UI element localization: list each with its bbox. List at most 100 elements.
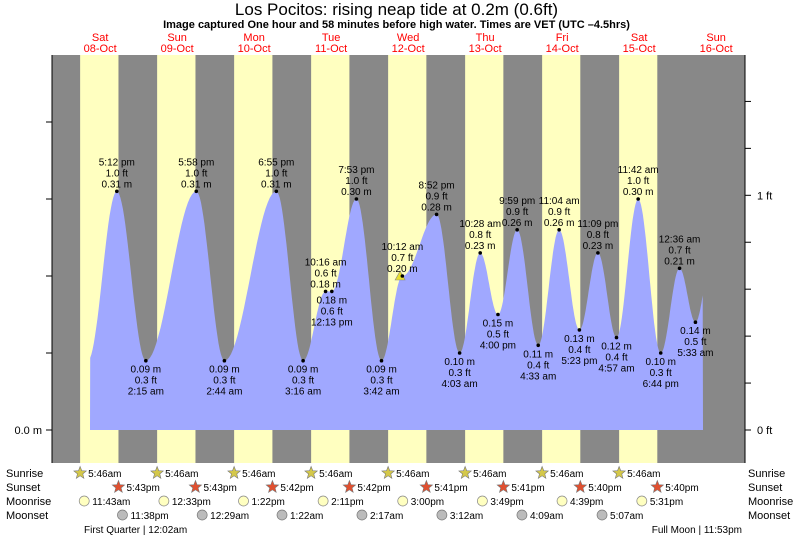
sunrise-icon [458,465,473,479]
tide-labels: 5:12 pm1.0 ft0.31 m0.09 m0.3 ft2:15 am5:… [99,157,714,397]
tide-point [577,328,582,332]
tide-height-ft: 0.5 ft [487,330,509,341]
page-subtitle: Image captured One hour and 58 minutes b… [163,19,630,31]
sunset-time: 5:43pm [203,483,236,494]
day-date: 08-Oct [84,43,117,55]
tide-time: 4:03 am [442,379,478,390]
tide-time: 10:16 am [305,257,347,268]
tide-point [434,212,439,217]
tide-height-ft: 0.8 ft [587,230,609,241]
tide-height-ft: 0.3 ft [370,376,392,387]
tide-height-ft: 0.3 ft [292,376,314,387]
tide-time: 5:33 am [677,348,713,359]
tide-point [536,343,541,348]
tide-time: 5:58 pm [178,157,214,168]
tide-height-m: 0.30 m [341,187,372,198]
moonset-icon [516,509,528,521]
moonset-time: 1:22am [290,511,323,522]
sunset-icon [573,479,588,493]
tide-time: 11:42 am [618,165,659,176]
tide-height-m: 0.13 m [564,334,595,345]
day-date: 13-Oct [469,43,502,55]
tide-height-m: 0.09 m [288,365,319,376]
tide-height-m: 0.23 m [583,241,614,252]
tide-height-m: 0.18 m [317,295,348,306]
tide-height-m: 0.20 m [387,264,418,275]
tide-point [478,251,483,255]
sunrise-icon [381,465,396,479]
moonset-time: 12:29am [210,511,249,522]
sunrise-icon [150,465,165,479]
tide-height-m: 0.18 m [310,279,341,290]
tide-height-m: 0.31 m [181,179,212,190]
day-of-week: Sun [167,32,187,44]
tide-time: 6:55 pm [258,157,294,168]
moonrise-icon [556,495,568,507]
tide-point [323,289,328,294]
sunset-icon [111,479,126,493]
tide-point [658,351,663,355]
moonrise-icon [158,495,170,507]
tide-height-m: 0.28 m [421,202,452,213]
sunset-icon [188,479,203,493]
tide-point [301,358,305,363]
moonrise-time: 11:43am [92,497,130,508]
tide-point [194,189,199,194]
moon-phase-label: First Quarter | 12:02am [84,525,187,536]
tide-height-ft: 0.8 ft [469,230,491,241]
moonrise-time: 3:00pm [411,497,444,508]
sunrise-time: 5:46am [319,469,352,480]
moonrise-time: 4:39pm [570,497,603,508]
moonset-time: 5:07am [610,511,643,522]
sunset-time: 5:41pm [511,483,544,494]
tide-time: 12:13 pm [311,317,353,328]
right-tick-label: 0 ft [757,425,772,437]
tide-time: 4:33 am [520,371,556,382]
tide-height-ft: 0.5 ft [684,337,706,348]
tide-point [496,312,500,317]
tide-point [400,274,405,278]
tide-time: 8:52 pm [419,180,455,191]
moonset-time: 3:12am [450,511,483,522]
tide-time: 9:59 pm [499,196,535,207]
sunset-icon [419,479,434,493]
moonset-icon [356,509,368,521]
sunrise-time: 5:46am [550,469,583,480]
moonset-time: 4:09am [530,511,563,522]
sunset-time: 5:40pm [665,483,698,494]
tide-time: 11:04 am [539,196,580,207]
moonset-icon [196,509,208,521]
moonset-icon [436,509,448,521]
tide-height-m: 0.14 m [680,326,711,337]
sunset-time: 5:42pm [357,483,390,494]
tide-height-m: 0.31 m [261,179,292,190]
tide-height-m: 0.31 m [102,179,133,190]
moonrise-icon [636,495,648,507]
day-of-week: Tue [322,32,341,44]
sunset-time: 5:43pm [126,483,159,494]
row-label-left: Moonrise [6,496,51,508]
tide-height-ft: 0.6 ft [314,268,336,279]
moonset-time: 2:17am [370,511,403,522]
tide-height-m: 0.21 m [664,256,695,267]
tide-point [557,228,561,232]
right-tick-label: 1 ft [757,190,772,202]
tide-point [636,197,640,201]
tide-time: 10:12 am [381,242,423,253]
page-title: Los Pocitos: rising neap tide at 0.2m (0… [234,0,559,19]
tide-area [90,191,703,430]
tide-height-m: 0.11 m [523,349,553,360]
tide-height-m: 0.09 m [209,365,240,376]
sunrise-icon [535,465,550,479]
sun-moon-rows: Sunrise Sunrise Sunset Sunset Moonrise Moonri… [6,465,793,536]
moonrise-time: 1:22pm [252,497,285,508]
row-label-right: Sunrise [748,468,785,480]
tide-height-ft: 0.9 ft [506,207,528,218]
tide-height-m: 0.23 m [465,241,496,252]
tide-height-ft: 1.0 ft [106,168,128,179]
row-label-right: Moonset [748,510,790,522]
row-label-left: Sunrise [6,468,43,480]
day-of-week: Sat [631,32,648,44]
tide-height-ft: 0.3 ft [448,368,470,379]
tide-height-m: 0.10 m [645,357,676,368]
